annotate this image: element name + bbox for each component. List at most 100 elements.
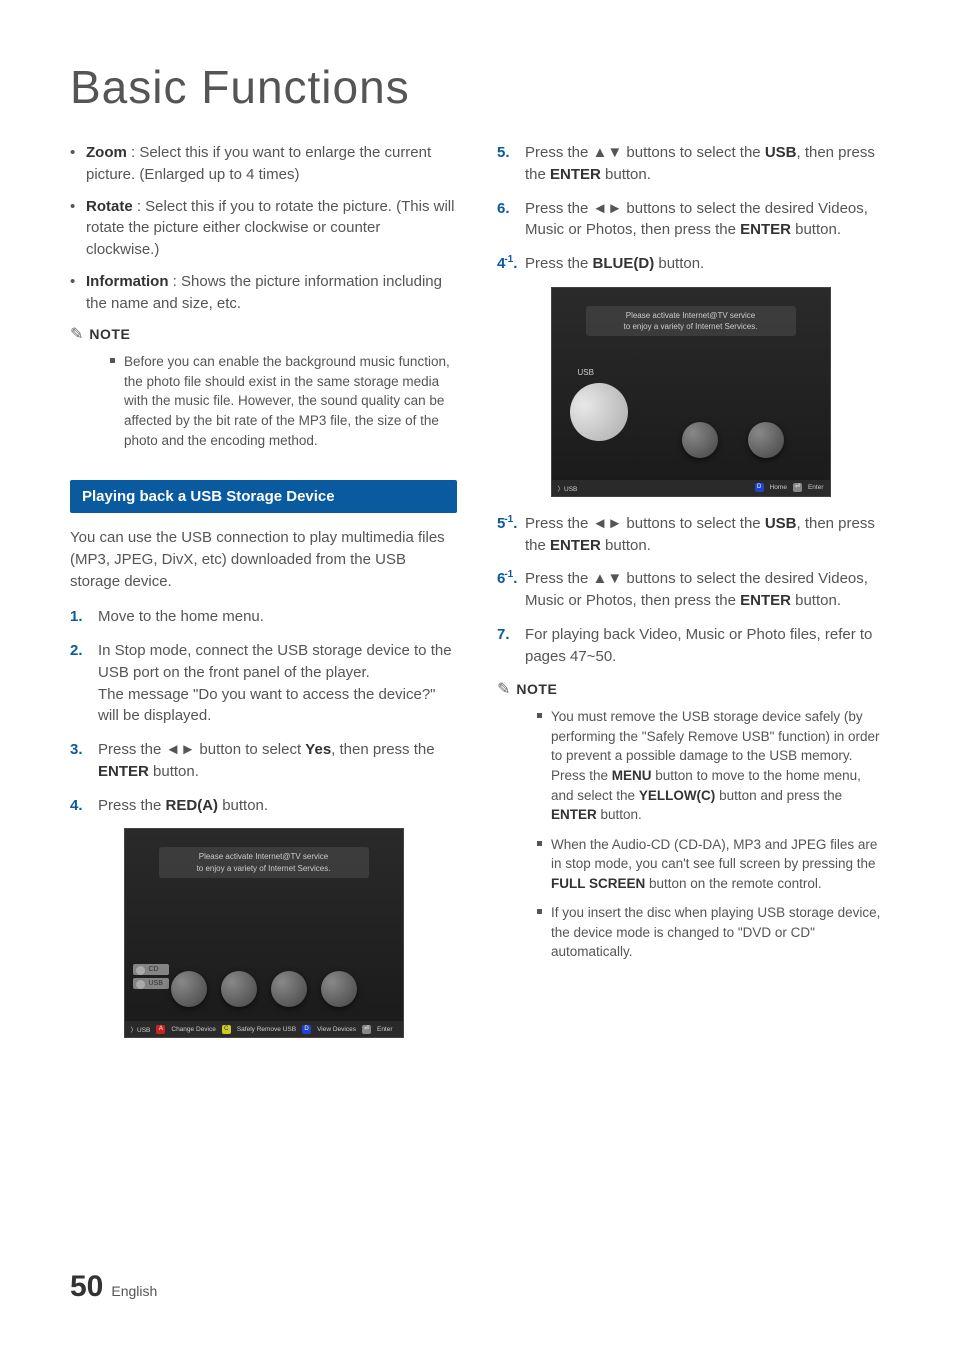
disc-icon bbox=[221, 971, 257, 1007]
step-post: button. bbox=[654, 255, 704, 272]
steps-right-bottom: 5-1. Press the ◄► buttons to select the U… bbox=[497, 513, 884, 668]
step-bold: USB bbox=[765, 515, 797, 532]
step-5: 5.Press the ▲▼ buttons to select the USB… bbox=[497, 142, 884, 186]
step-2: 2.In Stop mode, connect the USB storage … bbox=[70, 640, 457, 727]
bb-remove: Safely Remove USB bbox=[237, 1026, 296, 1033]
step-num: 6. bbox=[497, 198, 510, 220]
step-bold: ENTER bbox=[740, 221, 791, 238]
step-1: 1.Move to the home menu. bbox=[70, 606, 457, 628]
note-item-2: When the Audio-CD (CD-DA), MP3 and JPEG … bbox=[537, 835, 884, 894]
steps-left: 1.Move to the home menu. 2.In Stop mode,… bbox=[70, 606, 457, 816]
step-num: 7. bbox=[497, 624, 510, 646]
sc-bottombar: 〉USB DHome ⏎Enter bbox=[552, 480, 830, 496]
section-header-usb: Playing back a USB Storage Device bbox=[70, 480, 457, 513]
text-zoom: : Select this if you want to enlarge the… bbox=[86, 144, 431, 183]
step-text: Move to the home menu. bbox=[98, 608, 264, 625]
step-post2: button. bbox=[149, 763, 199, 780]
step-post2: button. bbox=[601, 166, 651, 183]
right-column: 5.Press the ▲▼ buttons to select the USB… bbox=[497, 142, 884, 1054]
note-label-right: ✎ NOTE bbox=[497, 679, 884, 699]
step-num: 4. bbox=[70, 795, 83, 817]
step-6-1: 6-1.Press the ▲▼ buttons to select the d… bbox=[497, 568, 884, 612]
home-icon bbox=[171, 971, 207, 1007]
bb-usb: 〉USB bbox=[131, 1024, 151, 1034]
step-3: 3. Press the ◄► button to select Yes, the… bbox=[70, 739, 457, 783]
settings-icon bbox=[321, 971, 357, 1007]
step-num: 6-1. bbox=[497, 568, 517, 590]
step-pre: Press the ◄► button to select bbox=[98, 741, 305, 758]
step-post: , then press the bbox=[331, 741, 434, 758]
intro-text: You can use the USB connection to play m… bbox=[70, 527, 457, 592]
step-pre: Press the ▲▼ buttons to select the bbox=[525, 144, 765, 161]
step-7: 7. For playing back Video, Music or Photo… bbox=[497, 624, 884, 668]
bb-enter: Enter bbox=[377, 1026, 393, 1033]
bullet-information: Information : Shows the picture informat… bbox=[70, 271, 457, 315]
banner-line1: Please activate Internet@TV service bbox=[199, 852, 329, 861]
key-enter-icon: ⏎ bbox=[793, 483, 802, 492]
sc-icons bbox=[125, 971, 403, 1007]
left-column: Zoom : Select this if you want to enlarg… bbox=[70, 142, 457, 1054]
note-item: Before you can enable the background mus… bbox=[110, 352, 457, 450]
banner-line2: to enjoy a variety of Internet Services. bbox=[197, 864, 331, 873]
bb-change: Change Device bbox=[171, 1026, 215, 1033]
steps-right-top: 5.Press the ▲▼ buttons to select the USB… bbox=[497, 142, 884, 275]
screenshot-right: Please activate Internet@TV service to e… bbox=[551, 287, 831, 497]
bb-enter: Enter bbox=[808, 484, 824, 491]
step-bold: RED(A) bbox=[166, 797, 219, 814]
sc-bottombar: 〉USB A Change Device C Safely Remove USB D… bbox=[125, 1021, 403, 1037]
sc-usb-label: USB bbox=[578, 368, 594, 377]
key-enter-icon: ⏎ bbox=[362, 1025, 371, 1034]
page-footer: 50 English bbox=[70, 1270, 157, 1304]
note-item-1: You must remove the USB storage device s… bbox=[537, 707, 884, 824]
step-pre: Press the ◄► buttons to select the bbox=[525, 515, 765, 532]
pencil-icon: ✎ bbox=[70, 324, 83, 344]
step-6: 6.Press the ◄► buttons to select the des… bbox=[497, 198, 884, 242]
key-d-icon: D bbox=[302, 1025, 311, 1034]
step-pre: Press the bbox=[98, 797, 166, 814]
screenshot-left: Please activate Internet@TV service to e… bbox=[124, 828, 404, 1038]
page-language: English bbox=[111, 1283, 157, 1299]
pencil-icon: ✎ bbox=[497, 679, 510, 699]
step-bold2: ENTER bbox=[98, 763, 149, 780]
step-4-1: 4-1. Press the BLUE(D) button. bbox=[497, 253, 884, 275]
note-label: ✎ NOTE bbox=[70, 324, 457, 344]
term-rotate: Rotate bbox=[86, 198, 133, 215]
step-bold2: ENTER bbox=[550, 166, 601, 183]
step-pre: Press the bbox=[525, 255, 593, 272]
note-heading: NOTE bbox=[516, 681, 557, 697]
step-text: For playing back Video, Music or Photo f… bbox=[525, 626, 872, 665]
term-info: Information bbox=[86, 273, 169, 290]
step-num: 3. bbox=[70, 739, 83, 761]
step-bold: Yes bbox=[305, 741, 331, 758]
step-post: button. bbox=[791, 221, 841, 238]
note-list-left: Before you can enable the background mus… bbox=[70, 352, 457, 450]
bb-view: View Devices bbox=[317, 1026, 356, 1033]
step-post2: button. bbox=[601, 537, 651, 554]
page-number: 50 bbox=[70, 1270, 103, 1304]
step-num: 2. bbox=[70, 640, 83, 662]
banner-line1: Please activate Internet@TV service bbox=[626, 311, 756, 320]
bullet-rotate: Rotate : Select this if you to rotate th… bbox=[70, 196, 457, 261]
step-num: 4-1. bbox=[497, 253, 517, 275]
term-zoom: Zoom bbox=[86, 144, 127, 161]
note-item-3: If you insert the disc when playing USB … bbox=[537, 903, 884, 962]
step-bold: USB bbox=[765, 144, 797, 161]
step-bold: BLUE(D) bbox=[593, 255, 655, 272]
key-c-icon: C bbox=[222, 1025, 231, 1034]
step-num: 5-1. bbox=[497, 513, 517, 535]
key-a-icon: A bbox=[156, 1025, 165, 1034]
text-rotate: : Select this if you to rotate the pictu… bbox=[86, 198, 454, 259]
sc-banner: Please activate Internet@TV service to e… bbox=[159, 847, 369, 877]
note-list-right: You must remove the USB storage device s… bbox=[497, 707, 884, 962]
media-icon bbox=[271, 971, 307, 1007]
note-heading: NOTE bbox=[89, 326, 130, 342]
step-bold2: ENTER bbox=[550, 537, 601, 554]
key-d-icon: D bbox=[755, 483, 764, 492]
bullet-zoom: Zoom : Select this if you want to enlarg… bbox=[70, 142, 457, 186]
page-title: Basic Functions bbox=[70, 60, 884, 114]
step-5-1: 5-1. Press the ◄► buttons to select the U… bbox=[497, 513, 884, 557]
settings-icon bbox=[748, 422, 784, 458]
content-columns: Zoom : Select this if you want to enlarg… bbox=[70, 142, 884, 1054]
sc-icons bbox=[552, 422, 830, 466]
bb-home: Home bbox=[770, 484, 787, 491]
